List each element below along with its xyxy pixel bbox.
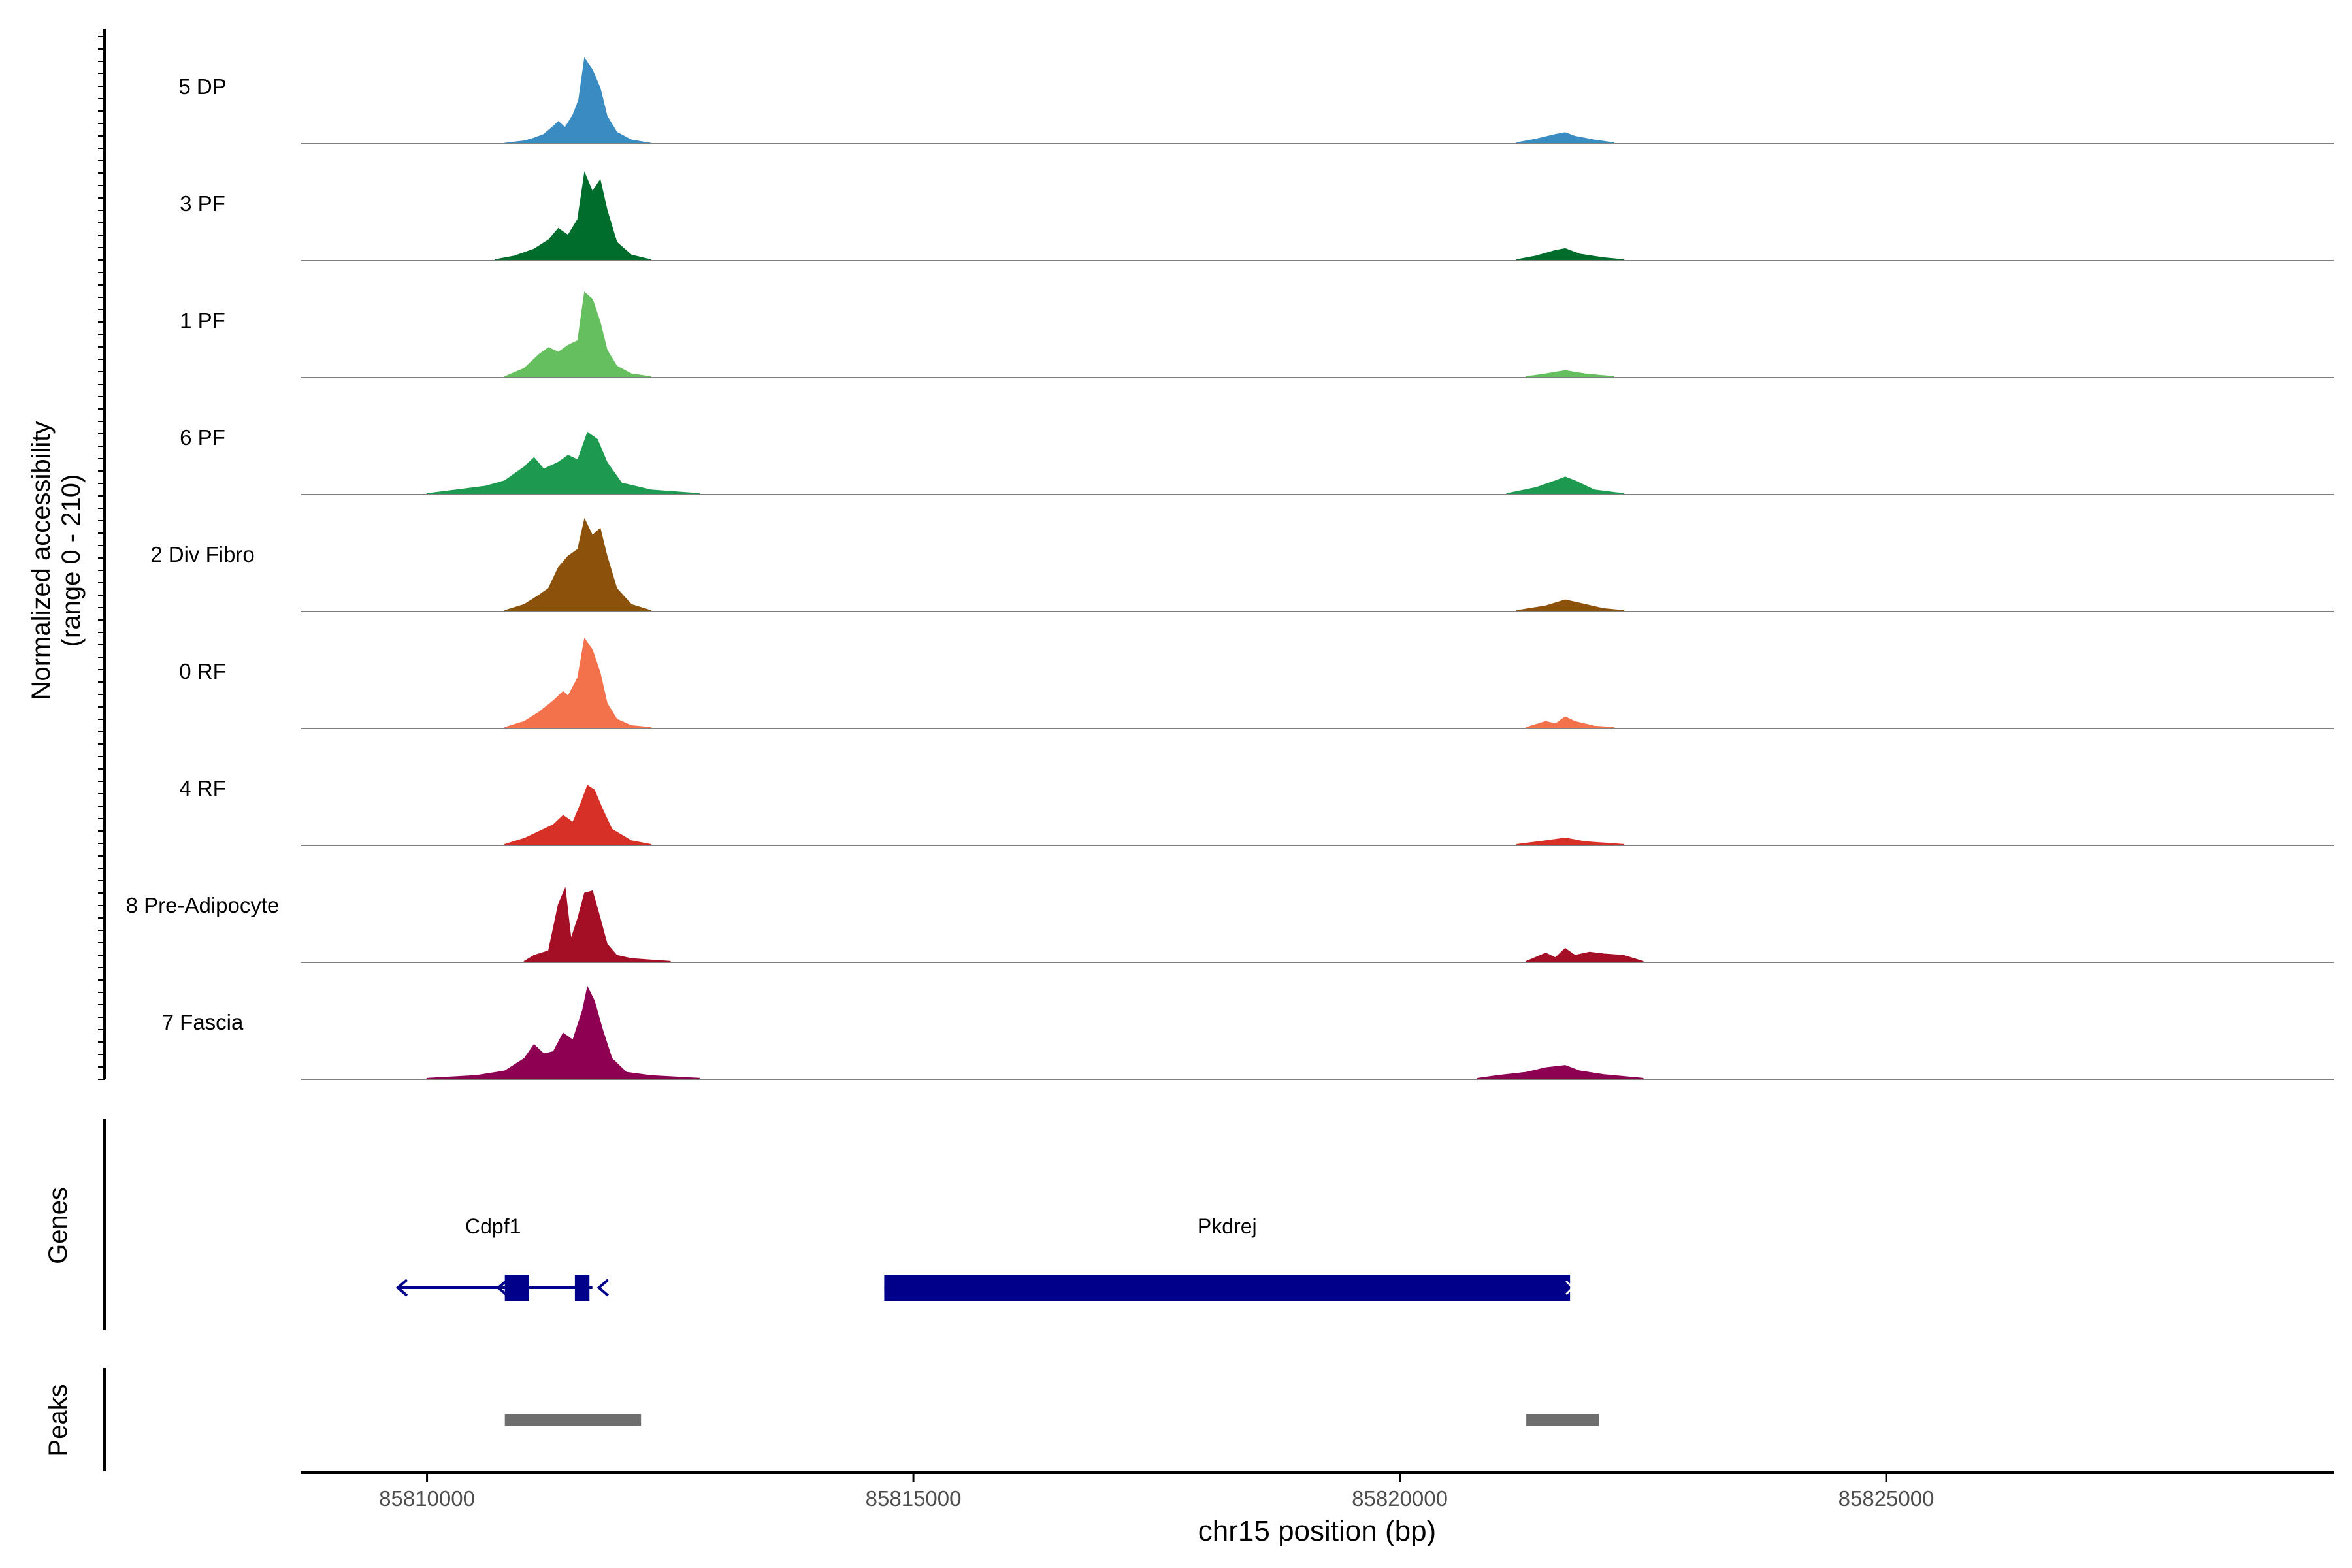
y-axis-label-line2: (range 0 - 210) — [57, 474, 86, 647]
track-6-pf: 6 PF — [180, 425, 2334, 495]
coverage-tracks: 5 DP 3 PF 1 PF 6 PF 2 Div Fibro 0 RF 4 RF 8 Pre… — [126, 57, 2334, 1080]
peak-region — [1526, 1414, 1599, 1426]
coverage-peak — [504, 785, 651, 846]
track-5-dp: 5 DP — [178, 57, 2334, 144]
track-label: 1 PF — [180, 308, 225, 333]
track-8-pre-adipocyte: 8 Pre-Adipocyte — [126, 887, 2334, 963]
y-axis-ticks — [98, 36, 105, 1080]
genes-track-label: Genes — [44, 1187, 73, 1264]
coverage-peak — [523, 887, 671, 963]
gene-label: Pkdrej — [1198, 1215, 1257, 1238]
track-label: 4 RF — [179, 776, 226, 800]
strand-arrow — [1565, 1280, 1575, 1296]
y-axis-label-line1: Normalized accessibility — [27, 421, 56, 700]
coverage-peak — [504, 637, 651, 729]
coverage-peak — [1516, 837, 1624, 846]
gene-label: Cdpf1 — [465, 1215, 521, 1238]
coverage-peak — [1516, 248, 1624, 261]
coverage-peak — [504, 517, 651, 612]
coverage-peak — [495, 171, 651, 261]
strand-arrow — [395, 1279, 408, 1297]
coverage-peak — [1516, 132, 1614, 144]
track-label: 7 Fascia — [162, 1010, 244, 1034]
gene-exon — [884, 1275, 1571, 1301]
peak-region — [504, 1414, 642, 1426]
gene-exon — [504, 1275, 529, 1301]
strand-arrow — [596, 1279, 610, 1297]
gene-exon — [574, 1275, 590, 1301]
coverage-peak — [1526, 947, 1644, 963]
track-7-fascia: 7 Fascia — [162, 985, 2334, 1080]
x-axis-ticks: 85810000 85815000 85820000 85825000 — [379, 1473, 1934, 1511]
coverage-peak — [1526, 370, 1614, 378]
track-4-rf: 4 RF — [179, 776, 2334, 846]
track-0-rf: 0 RF — [179, 637, 2334, 729]
genes-track: Cdpf1 Pkdrej — [395, 1215, 1575, 1301]
x-tick-label: 85825000 — [1838, 1486, 1935, 1511]
x-tick-label: 85810000 — [379, 1486, 475, 1511]
coverage-peak — [1516, 599, 1624, 612]
track-1-pf: 1 PF — [180, 291, 2334, 378]
track-2-div-fibro: 2 Div Fibro — [150, 517, 2334, 612]
x-tick-label: 85820000 — [1352, 1486, 1448, 1511]
coverage-peak — [504, 57, 651, 144]
track-label: 8 Pre-Adipocyte — [126, 893, 280, 917]
track-label: 5 DP — [178, 74, 226, 99]
track-label: 3 PF — [180, 191, 225, 216]
track-3-pf: 3 PF — [180, 171, 2334, 261]
x-tick-label: 85815000 — [866, 1486, 962, 1511]
coverage-peak — [1506, 476, 1624, 495]
coverage-peak — [1477, 1065, 1644, 1080]
strand-arrow — [496, 1279, 508, 1297]
coverage-peak — [504, 291, 651, 378]
gene-cdpf1: Cdpf1 — [395, 1215, 610, 1301]
track-label: 0 RF — [179, 659, 226, 683]
x-axis-label: chr15 position (bp) — [1198, 1515, 1436, 1547]
peaks-track — [504, 1414, 1599, 1426]
coverage-peak — [1526, 716, 1614, 729]
coverage-peak — [426, 985, 700, 1080]
peaks-track-label: Peaks — [44, 1384, 73, 1456]
track-label: 6 PF — [180, 425, 225, 449]
coverage-peak — [426, 431, 700, 495]
gene-pkdrej: Pkdrej — [884, 1215, 1575, 1301]
track-label: 2 Div Fibro — [150, 542, 255, 566]
